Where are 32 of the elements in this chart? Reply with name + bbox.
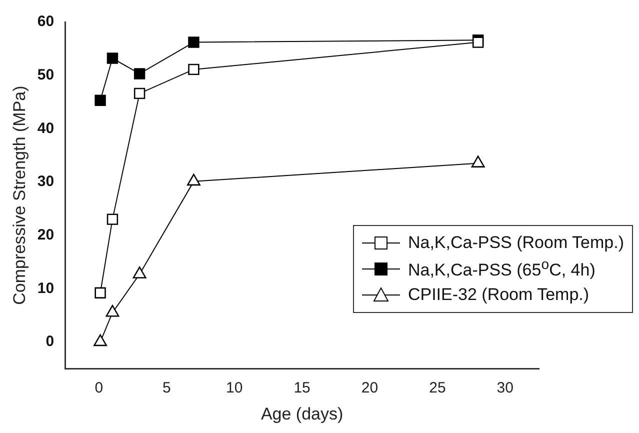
y-tick-label: 50 — [37, 66, 54, 84]
x-tick-label: 0 — [94, 380, 104, 397]
y-axis-title: Compressive Strength (MPa) — [10, 86, 29, 305]
point — [188, 36, 200, 48]
point — [94, 334, 107, 346]
x-tick-label: 10 — [226, 380, 243, 397]
point — [134, 88, 146, 100]
x-tick-label: 30 — [496, 380, 514, 397]
point — [188, 64, 200, 76]
x-tick-label: 20 — [361, 380, 378, 397]
legend-label: Na,K,Ca-PSS (65$^{o}$C, 4h) — [408, 257, 596, 281]
x-tick-label: 25 — [429, 380, 446, 397]
point — [106, 214, 118, 225]
point — [134, 68, 146, 80]
legend-label: Na,K,Ca-PSS (Room Temp.) — [408, 233, 624, 253]
y-tick-label: 60 — [37, 13, 54, 30]
x-axis-title: Age (days) — [260, 404, 344, 424]
point — [471, 156, 485, 168]
y-tick-label: 20 — [37, 226, 54, 244]
y-tick-label: 0 — [46, 333, 54, 350]
point — [106, 52, 118, 64]
y-tick-label: 30 — [37, 173, 54, 190]
point — [94, 94, 106, 106]
x-tick-label: 5 — [162, 380, 171, 397]
legend-label: CPIIE-32 (Room Temp.) — [408, 285, 590, 305]
point — [187, 174, 200, 186]
point — [94, 287, 106, 298]
y-tick-label: 10 — [37, 280, 54, 297]
point — [106, 304, 120, 317]
y-tick-label: 40 — [37, 120, 54, 137]
x-tick-label: 15 — [294, 380, 310, 397]
point — [132, 266, 146, 278]
